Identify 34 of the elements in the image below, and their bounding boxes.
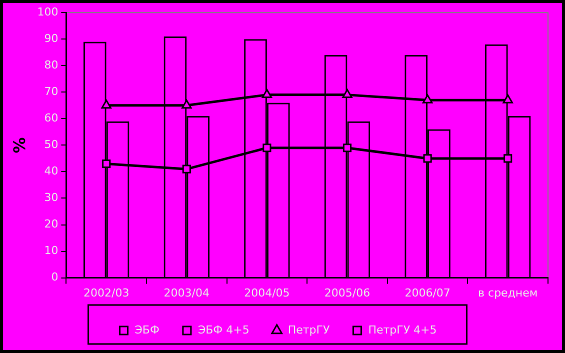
y-tick-label: 10 xyxy=(44,244,58,258)
legend-label: ПетрГУ 4+5 xyxy=(368,323,437,336)
y-tick-label: 90 xyxy=(44,32,58,45)
y-tick-label: 40 xyxy=(44,164,58,178)
point xyxy=(422,94,433,104)
y-tick-label: 20 xyxy=(44,218,58,231)
y-tick-label: 30 xyxy=(44,191,58,204)
point xyxy=(262,89,272,98)
legend-label: ПетрГУ xyxy=(288,323,330,336)
point xyxy=(504,154,512,163)
point xyxy=(102,159,111,168)
legend-label: ЭБФ 4+5 xyxy=(198,323,250,336)
x-tick-label: в среднем xyxy=(478,286,538,300)
point xyxy=(342,89,352,98)
x-tick-label: 2004/05 xyxy=(244,286,290,300)
y-axis-title: % xyxy=(10,137,29,154)
point xyxy=(182,164,191,174)
point xyxy=(262,144,272,152)
point xyxy=(423,154,432,163)
x-tick-label: 2006/07 xyxy=(404,286,450,300)
point xyxy=(101,100,112,109)
legend-label: ЭБФ xyxy=(134,323,160,336)
point xyxy=(342,144,352,152)
y-tick-label: 60 xyxy=(44,112,58,125)
y-tick-label: 70 xyxy=(44,85,58,98)
point xyxy=(182,100,192,109)
y-tick-label: 80 xyxy=(44,58,58,72)
y-tick-label: 50 xyxy=(44,138,58,152)
x-tick-label: 2002/03 xyxy=(83,286,130,300)
point xyxy=(502,94,513,104)
y-tick-label: 100 xyxy=(37,5,58,18)
y-tick-label: 0 xyxy=(51,270,58,284)
x-tick-label: 2003/04 xyxy=(164,286,210,300)
x-tick-label: 2005/06 xyxy=(324,286,370,300)
